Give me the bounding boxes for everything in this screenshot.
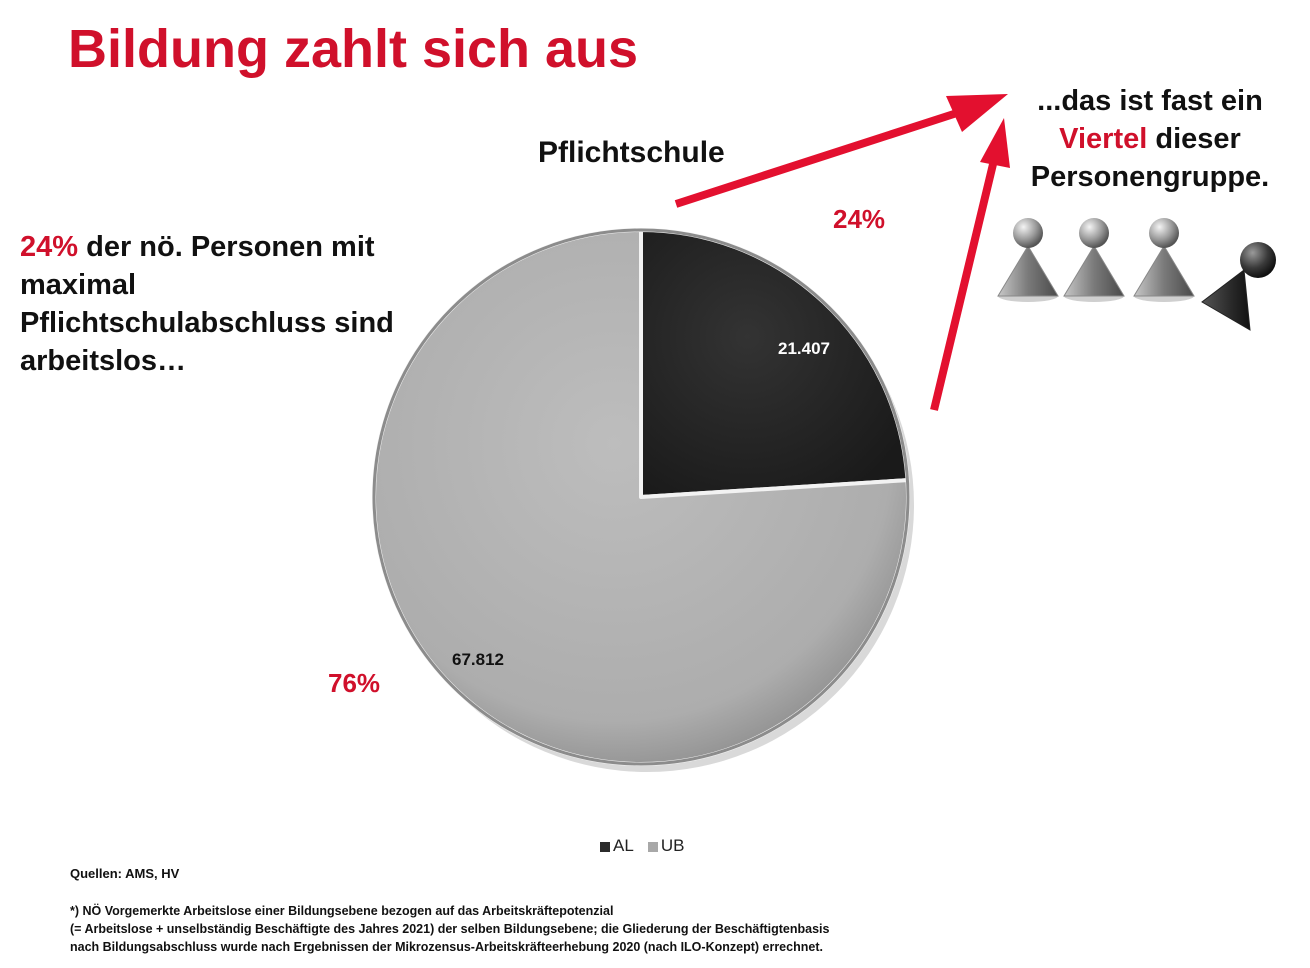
right-statement-line3: Personengruppe. — [1030, 161, 1270, 193]
data-label-ub: 67.812 — [452, 650, 504, 669]
left-statement-text: der nö. Personen mit maximal Pflichtschu… — [20, 231, 394, 377]
data-label-al: 21.407 — [778, 339, 830, 358]
legend-item-al: AL — [600, 836, 633, 855]
legend-label-al: AL — [613, 836, 634, 855]
arrow-up — [930, 118, 1010, 411]
person-icon-1 — [997, 218, 1059, 302]
sources-note: Quellen: AMS, HV — [70, 866, 180, 881]
footnote: *) NÖ Vorgemerkte Arbeitslose einer Bild… — [70, 902, 829, 956]
footnote-line-3: nach Bildungsabschluss wurde nach Ergebn… — [70, 940, 823, 954]
left-statement: 24% der nö. Personen mit maximal Pflicht… — [20, 228, 440, 380]
left-statement-highlight: 24% — [20, 231, 79, 263]
chart-title: Pflichtschule — [538, 136, 725, 169]
chart-legend: AL UB — [600, 836, 685, 856]
right-statement-line2: Viertel dieser — [1000, 120, 1300, 158]
person-icon-3 — [1133, 218, 1195, 302]
arrow-to-text — [674, 94, 1008, 208]
legend-swatch-al — [600, 841, 610, 852]
right-statement: ...das ist fast ein Viertel dieser Perso… — [1000, 82, 1300, 196]
person-icon-2 — [1063, 218, 1125, 302]
footnote-line-2: (= Arbeitslose + unselbständig Beschäfti… — [70, 922, 830, 936]
legend-label-ub: UB — [660, 836, 685, 855]
right-statement-highlight: Viertel — [1059, 123, 1148, 155]
legend-swatch-ub — [647, 841, 658, 852]
percent-label-al: 24% — [833, 204, 886, 234]
person-icon-fallen — [1201, 242, 1276, 331]
percent-label-ub: 76% — [328, 668, 381, 698]
pie-slices — [372, 228, 914, 772]
pie-slice-al — [639, 228, 910, 499]
legend-item-ub: UB — [647, 836, 685, 855]
right-statement-line2-rest: dieser — [1147, 123, 1241, 155]
right-statement-line1: ...das ist fast ein — [1037, 85, 1263, 117]
pie-rim — [372, 228, 910, 766]
page-title: Bildung zahlt sich aus — [68, 19, 639, 79]
footnote-line-1: *) NÖ Vorgemerkte Arbeitslose einer Bild… — [70, 904, 614, 918]
